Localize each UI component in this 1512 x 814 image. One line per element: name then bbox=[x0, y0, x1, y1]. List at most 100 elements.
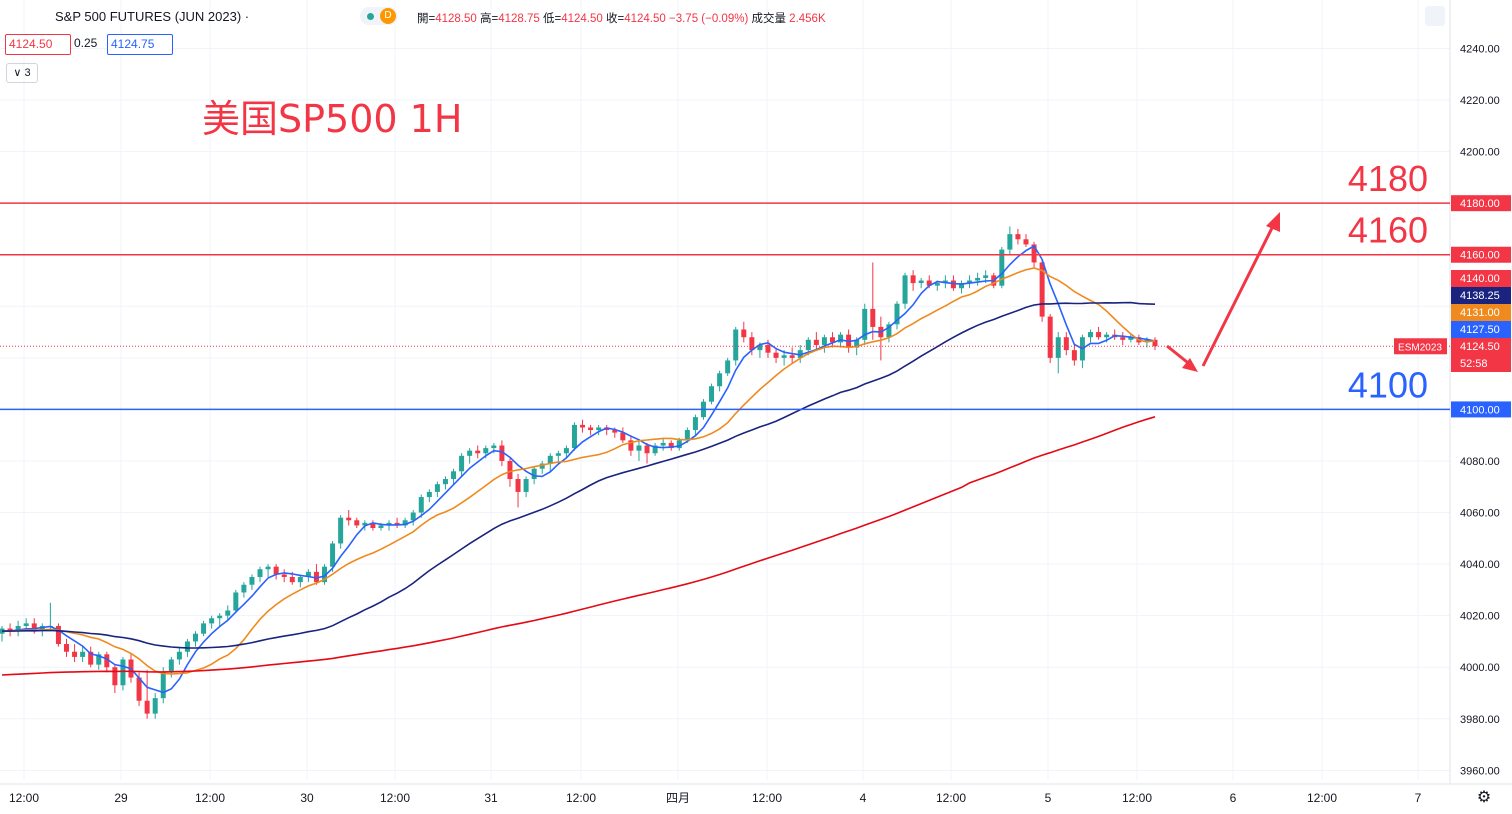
candle-body bbox=[539, 463, 545, 469]
candle-body bbox=[838, 334, 844, 343]
candle-body bbox=[80, 651, 86, 657]
open-value: 4128.50 bbox=[435, 13, 477, 25]
level-axis-tag-text: 4180.00 bbox=[1460, 198, 1500, 210]
candle-body bbox=[418, 497, 424, 513]
x-tick-label: 12:00 bbox=[752, 791, 782, 805]
arrow-down-head-icon bbox=[1182, 358, 1198, 372]
candle-body bbox=[684, 430, 690, 441]
candle-body bbox=[96, 654, 102, 665]
level-axis-tag-text: 4100.00 bbox=[1460, 404, 1500, 416]
candle-body bbox=[725, 360, 731, 374]
candle-body bbox=[910, 275, 916, 284]
candle-body bbox=[1047, 316, 1053, 358]
candle-body bbox=[459, 455, 465, 472]
candle-body bbox=[112, 667, 118, 686]
moving-average-line bbox=[1, 244, 1156, 694]
x-tick-label: 31 bbox=[484, 791, 498, 805]
candle-body bbox=[265, 566, 271, 570]
candle-body bbox=[23, 623, 29, 626]
candle-body bbox=[491, 445, 497, 449]
indicators-toggle-button[interactable]: ∨ 3 bbox=[6, 63, 38, 83]
candle-body bbox=[854, 339, 860, 348]
candle-body bbox=[64, 644, 70, 652]
candle-body bbox=[15, 625, 21, 632]
sell-price-button[interactable]: 4124.50 bbox=[5, 34, 71, 55]
candle-body bbox=[531, 468, 537, 480]
candle-body bbox=[926, 280, 932, 286]
y-tick-label: 4040.00 bbox=[1460, 559, 1500, 571]
y-tick-label: 4080.00 bbox=[1460, 456, 1500, 468]
candle-body bbox=[249, 576, 255, 585]
arrow-up-line bbox=[1201, 221, 1277, 367]
candle-body bbox=[104, 654, 110, 668]
candle-body bbox=[1023, 239, 1029, 245]
moving-average-line bbox=[1, 267, 1156, 675]
price-axis-tag-text: 4124.50 bbox=[1460, 341, 1500, 353]
x-tick-label: 12:00 bbox=[1307, 791, 1337, 805]
market-open-dot-icon bbox=[367, 13, 374, 20]
candle-body bbox=[354, 520, 360, 526]
candle-body bbox=[902, 275, 908, 304]
price-axis-tag-text: 4131.00 bbox=[1460, 307, 1500, 319]
candle-body bbox=[983, 275, 989, 278]
x-tick-label: 12:00 bbox=[380, 791, 410, 805]
candle-body bbox=[434, 484, 440, 492]
candle-body bbox=[55, 625, 61, 645]
candle-body bbox=[571, 424, 577, 449]
candle-body bbox=[483, 448, 489, 454]
candle-body bbox=[305, 571, 311, 577]
candle-body bbox=[322, 566, 328, 583]
volume-value: 2.456K bbox=[789, 13, 826, 25]
y-tick-label: 4220.00 bbox=[1460, 95, 1500, 107]
gear-icon[interactable]: ⚙ bbox=[1476, 789, 1492, 806]
candle-body bbox=[975, 277, 981, 281]
price-axis-tag bbox=[1451, 304, 1511, 321]
candle-body bbox=[781, 355, 787, 358]
candle-body bbox=[160, 672, 166, 699]
candle-body bbox=[426, 491, 432, 498]
candle-body bbox=[1007, 234, 1013, 250]
level-axis-tag bbox=[1451, 246, 1511, 263]
candle-body bbox=[894, 303, 900, 325]
candle-body bbox=[829, 337, 835, 343]
candle-body bbox=[733, 329, 739, 361]
market-status-pill[interactable]: D bbox=[360, 7, 398, 25]
candle-body bbox=[821, 337, 827, 345]
candle-body bbox=[378, 525, 384, 529]
candle-body bbox=[1128, 337, 1134, 340]
volume-label: 成交量 bbox=[748, 13, 790, 25]
candle-body bbox=[152, 698, 158, 714]
candle-body bbox=[749, 337, 755, 351]
candle-body bbox=[668, 442, 674, 449]
candle-body bbox=[168, 659, 174, 673]
candle-body bbox=[580, 424, 586, 428]
candle-body bbox=[1015, 234, 1021, 240]
candle-body bbox=[555, 453, 561, 456]
high-label: 高= bbox=[476, 13, 499, 25]
candle-body bbox=[757, 344, 763, 351]
candle-body bbox=[886, 324, 892, 338]
y-tick-label: 3980.00 bbox=[1460, 714, 1500, 726]
price-axis-tag-text: 4127.50 bbox=[1460, 324, 1500, 336]
moving-average-line bbox=[1, 416, 1156, 676]
level-axis-tag bbox=[1451, 401, 1511, 418]
buy-price-button[interactable]: 4124.75 bbox=[107, 34, 173, 55]
symbol-title[interactable]: S&P 500 FUTURES (JUN 2023) · bbox=[55, 9, 250, 24]
candle-body bbox=[789, 355, 795, 358]
x-tick-label: 6 bbox=[1230, 791, 1237, 805]
candle-body bbox=[362, 522, 368, 526]
delayed-badge: D bbox=[380, 8, 396, 24]
candle-body bbox=[1152, 339, 1158, 347]
candle-body bbox=[313, 571, 319, 583]
chart-title: 美国SP500 1H bbox=[202, 97, 462, 141]
candle-body bbox=[289, 576, 295, 583]
candle-body bbox=[1031, 244, 1037, 263]
panel-toggle-button[interactable] bbox=[1425, 6, 1445, 26]
y-tick-label: 4000.00 bbox=[1460, 662, 1500, 674]
x-tick-label: 7 bbox=[1415, 791, 1422, 805]
candle-body bbox=[31, 623, 37, 632]
candle-body bbox=[225, 610, 231, 616]
candle-body bbox=[193, 633, 199, 642]
candle-body bbox=[330, 543, 336, 567]
